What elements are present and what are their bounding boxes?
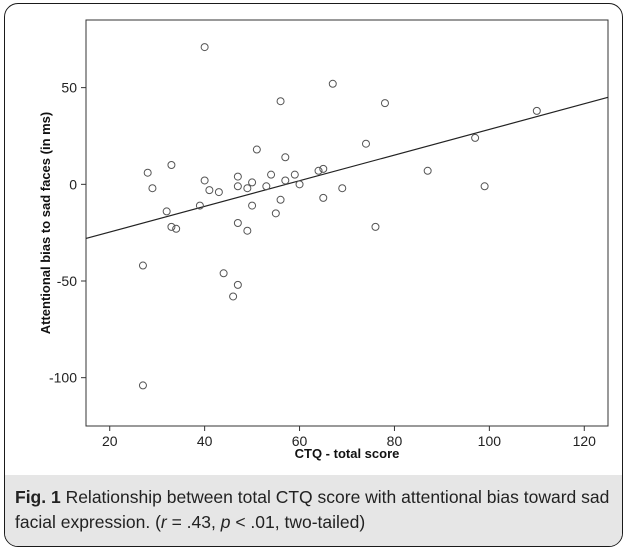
caption-stats-open: ( [155, 512, 161, 532]
y-tick-label: -100 [49, 370, 77, 386]
data-point [138, 261, 147, 270]
x-axis: 20 40 60 80 100 120 [102, 426, 596, 449]
data-points [138, 43, 541, 390]
data-point [219, 269, 228, 278]
data-point [271, 209, 280, 218]
data-point [532, 106, 541, 115]
caption-stats: (r = .43, p < .01, two-tailed) [155, 512, 365, 532]
data-point [233, 280, 242, 289]
y-tick-label: 0 [69, 176, 77, 192]
data-point [200, 43, 209, 52]
caption-r-value: = .43, [166, 512, 221, 532]
data-point [205, 186, 214, 195]
data-point [295, 180, 304, 189]
caption-p-value: < .01, two-tailed) [230, 512, 366, 532]
data-point [167, 161, 176, 169]
scatter-chart: 20 40 60 80 100 120 50 0 -50 -100 CTQ - total sc… [38, 19, 609, 461]
data-point [162, 207, 171, 216]
data-point [471, 133, 480, 142]
data-point [314, 166, 323, 175]
data-point [276, 195, 285, 204]
data-point [248, 178, 257, 187]
data-point [243, 226, 252, 235]
plot-area [85, 19, 609, 427]
data-point [243, 184, 252, 193]
data-point [319, 164, 328, 173]
data-point [262, 182, 271, 191]
caption-p-symbol: p [220, 512, 231, 532]
data-point [214, 188, 223, 197]
x-tick-label: 120 [573, 433, 597, 449]
data-point [267, 170, 276, 179]
x-tick-label: 20 [102, 433, 118, 449]
x-tick-label: 100 [478, 433, 502, 449]
data-point [195, 201, 204, 210]
data-point [338, 184, 347, 193]
data-point [143, 168, 152, 177]
data-point [290, 170, 299, 179]
data-point [233, 182, 242, 191]
data-point [148, 184, 157, 193]
y-tick-label: -50 [57, 273, 77, 289]
data-point [252, 145, 261, 154]
y-axis-title: Attentional bias to sad faces (in ms) [38, 112, 53, 335]
data-point [281, 153, 290, 162]
y-tick-label: 50 [61, 80, 77, 96]
data-point [380, 99, 389, 108]
x-axis-title: CTQ - total score [295, 446, 400, 461]
data-point [172, 224, 181, 233]
data-point [167, 222, 176, 231]
caption-text: Relationship between total CTQ score wit… [15, 487, 610, 532]
data-point [248, 201, 257, 210]
regression-line [85, 96, 609, 240]
data-point [138, 381, 147, 390]
figure-caption: Fig. 1 Relationship between total CTQ sc… [5, 475, 622, 546]
x-tick-label: 80 [387, 433, 403, 449]
data-point [229, 292, 238, 301]
data-point [328, 79, 337, 88]
data-point [423, 166, 432, 175]
data-point [371, 222, 380, 231]
data-point [276, 97, 285, 106]
data-point [480, 182, 489, 191]
figure-panel: 20 40 60 80 100 120 50 0 -50 -100 CTQ - total sc… [4, 3, 623, 547]
x-tick-label: 60 [292, 433, 308, 449]
data-point [233, 219, 242, 227]
data-point [281, 176, 290, 185]
data-point [200, 176, 209, 185]
data-point [233, 172, 242, 181]
data-point [361, 139, 370, 148]
data-point [319, 193, 328, 202]
y-axis: 50 0 -50 -100 [49, 80, 86, 386]
caption-r-symbol: r [160, 512, 167, 532]
x-tick-label: 40 [197, 433, 213, 449]
caption-label: Fig. 1 [15, 487, 61, 507]
